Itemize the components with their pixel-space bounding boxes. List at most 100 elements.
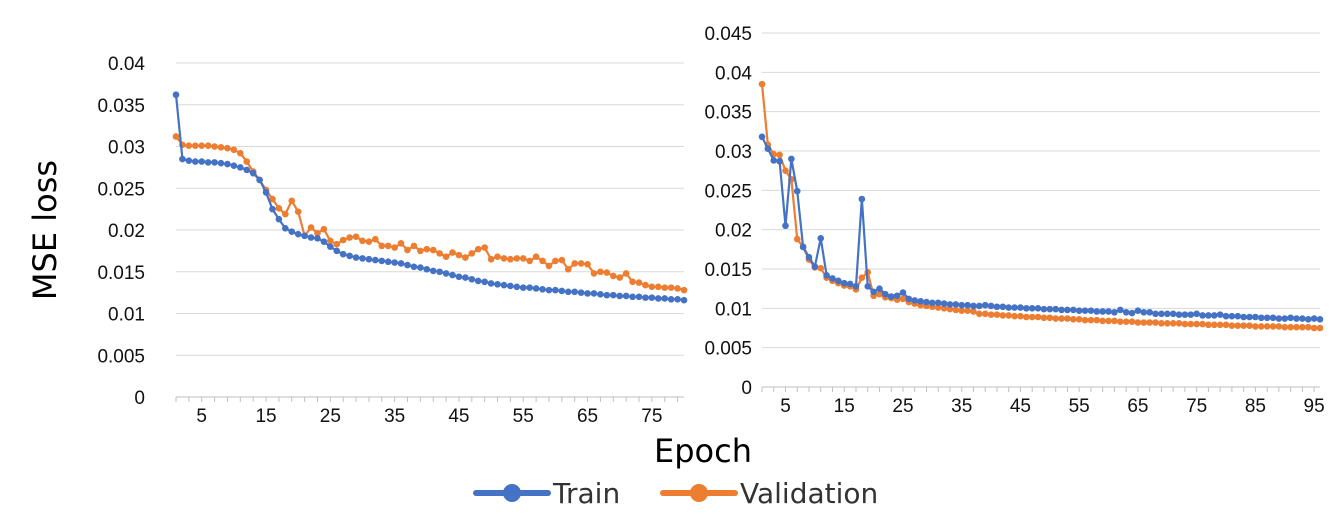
right-validation-point [1058, 315, 1065, 322]
left-train-point [391, 259, 398, 266]
left-train-point [648, 294, 656, 301]
left-validation-point [629, 278, 636, 286]
right-validation-point [1028, 313, 1036, 321]
left-train-point [462, 274, 469, 281]
right-train-point [1116, 306, 1124, 314]
right-validation-point [1275, 323, 1283, 330]
left-validation-point [339, 236, 347, 244]
right-train-point [940, 300, 948, 307]
left-train-point [519, 284, 527, 291]
right-validation-point [1210, 321, 1218, 329]
legend-train-label: Train [552, 477, 620, 510]
right-train-point [1081, 307, 1089, 314]
right-train-point [987, 302, 995, 310]
left-train-point [571, 288, 578, 296]
right-train-point [788, 155, 795, 163]
right-validation-point [1228, 322, 1236, 329]
left-train-point [513, 283, 521, 291]
right-train-point [840, 279, 848, 287]
left-validation-point [667, 284, 675, 291]
left-train-point [211, 159, 218, 166]
left-train-point [359, 255, 366, 262]
right-train-point [1228, 312, 1236, 320]
left-validation-point [417, 247, 424, 255]
right-train-point [999, 303, 1007, 311]
left-train-point [198, 158, 206, 165]
left-validation-point [237, 149, 244, 157]
left-validation-point [224, 144, 231, 152]
left-validation-point [391, 244, 398, 251]
right-validation-point [981, 310, 989, 318]
left-validation-point [468, 250, 476, 257]
right-train-point [782, 222, 789, 230]
right-validation-point [858, 274, 866, 281]
right-train-point [1105, 308, 1112, 315]
left-validation-point [352, 233, 360, 240]
right-train-point [1205, 312, 1212, 319]
left-train-point [494, 280, 501, 288]
left-train-point [449, 271, 456, 279]
right-y-tick-label: 0.015 [704, 260, 752, 281]
right-y-tick-label: 0.03 [715, 142, 752, 163]
right-validation-point [1304, 323, 1312, 331]
left-validation-point [442, 253, 450, 261]
left-train-point [455, 273, 463, 281]
right-validation-point [1087, 316, 1095, 324]
right-train-point [811, 263, 819, 270]
left-validation-line [175, 135, 685, 292]
right-train-point [805, 253, 813, 261]
right-y-tick-label: 0.005 [704, 339, 752, 360]
left-x-tick-label: 45 [448, 406, 469, 427]
left-train-point [172, 91, 180, 99]
right-train-point [1234, 312, 1242, 320]
right-train-point [1023, 305, 1030, 312]
left-train-point [680, 296, 688, 304]
right-x-tick-label: 45 [1010, 396, 1031, 417]
right-x-tick-label: 85 [1245, 396, 1266, 417]
right-validation-point [1269, 323, 1277, 330]
right-train-point [905, 295, 913, 303]
legend-item-train: Train [473, 477, 620, 510]
left-train-point [635, 293, 643, 301]
left-validation-point [590, 270, 598, 277]
left-x-tick-label: 75 [641, 406, 662, 427]
left-train-point [661, 295, 669, 302]
right-train-point [1075, 307, 1083, 314]
right-validation-point [1152, 319, 1159, 326]
right-validation-point [1252, 323, 1259, 330]
right-validation-point [1075, 316, 1083, 323]
right-train-point [882, 290, 889, 298]
right-validation-point [1240, 322, 1247, 329]
right-validation-point [1169, 319, 1177, 327]
left-train-point [365, 255, 373, 263]
right-validation-point [1081, 316, 1089, 324]
left-train-point [339, 250, 347, 258]
left-validation-point [545, 262, 553, 270]
left-validation-point [333, 240, 341, 248]
left-train-point [410, 263, 418, 271]
left-train-point [545, 286, 553, 294]
left-validation-point [635, 279, 643, 286]
right-validation-point [1122, 318, 1130, 326]
right-validation-point [1105, 317, 1112, 325]
right-train-line [761, 136, 1321, 321]
left-train-point [474, 277, 482, 285]
left-validation-point [185, 142, 193, 149]
right-train-point [1046, 305, 1054, 313]
right-train-point [776, 157, 783, 165]
right-train-point [876, 285, 883, 292]
right-x-tick-label: 15 [834, 396, 855, 417]
right-train-point [799, 243, 807, 251]
right-train-point [1169, 310, 1177, 318]
right-validation-point [1034, 313, 1042, 321]
left-validation-point [198, 142, 206, 149]
right-train-point [1304, 316, 1312, 323]
left-train-point [603, 291, 611, 299]
right-train-point [1199, 312, 1206, 319]
right-validation-point [793, 235, 801, 243]
right-train-point [1093, 308, 1101, 315]
right-validation-point [1023, 313, 1030, 321]
right-y-tick-label: 0.045 [704, 24, 752, 45]
left-train-point [654, 295, 662, 302]
